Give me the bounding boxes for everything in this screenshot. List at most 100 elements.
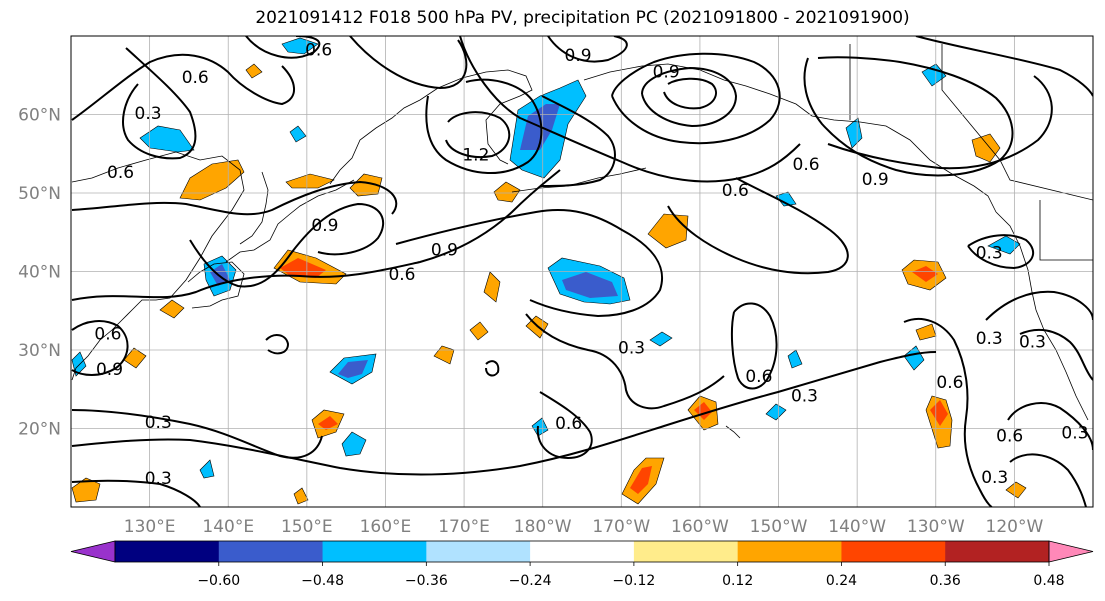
pv-contour — [122, 47, 197, 160]
precip-area — [531, 417, 549, 437]
map-frame — [70, 35, 1094, 508]
hawaii-islands — [725, 425, 741, 439]
pv-contour — [245, 36, 321, 59]
contour-label: 0.6 — [388, 265, 415, 285]
contour-label: 0.3 — [1061, 423, 1088, 443]
north-america-west-coastline — [995, 211, 1089, 421]
lon-tick-label: 150°E — [281, 517, 333, 537]
colorbar: −0.60 −0.48 −0.36 −0.24 −0.12 0.12 0.24 0.36 0.4… — [70, 540, 1094, 589]
contour-label: 0.3 — [976, 244, 1003, 264]
contour-label: 0.3 — [981, 468, 1008, 488]
contour-label: 0.6 — [745, 367, 772, 387]
contour-label: 0.6 — [305, 40, 332, 60]
lon-tick-label: 130°E — [124, 517, 176, 537]
precip-area — [289, 125, 307, 143]
pv-contour — [525, 313, 725, 410]
contour-label: 0.3 — [1019, 332, 1046, 352]
pv-contour — [71, 409, 323, 459]
precip-area — [493, 181, 521, 203]
lon-tick-label: 180°W — [514, 517, 572, 537]
precip-area — [630, 466, 652, 494]
precip-area — [338, 360, 368, 378]
pv-contour — [539, 95, 616, 187]
colorbar-segment — [737, 541, 842, 562]
contour-label: 0.9 — [96, 360, 123, 380]
precip-area — [293, 487, 309, 505]
contour-label: 0.6 — [94, 325, 121, 345]
colorbar-tick-label: −0.24 — [509, 573, 552, 589]
precip-area — [159, 299, 185, 319]
colorbar-segment — [841, 541, 946, 562]
colorbar-tick-label: −0.60 — [197, 573, 240, 589]
pv-contour — [611, 52, 781, 145]
contour-label: 0.9 — [431, 241, 458, 261]
colorbar-tick-label: 0.36 — [930, 573, 961, 589]
map-panel: 0.6 0.9 0.6 0.3 0.9 1.2 0.6 0.6 0.9 0.6 0.9 0.9 0.6 0… — [71, 36, 1093, 507]
contour-label: 0.9 — [653, 62, 680, 82]
precip-area — [787, 349, 803, 369]
pv-contour — [425, 78, 543, 174]
contour-label: 0.3 — [135, 104, 162, 124]
lon-tick-label: 170°W — [592, 517, 650, 537]
lon-tick-label: 120°W — [986, 517, 1044, 537]
colorbar-tick-label: 0.24 — [826, 573, 857, 589]
gridlines — [71, 36, 1093, 507]
pv-contour — [730, 302, 778, 390]
aleutian-islands — [511, 167, 647, 193]
pv-contour — [71, 320, 129, 376]
pv-contour — [71, 351, 937, 476]
lon-tick-label: 160°W — [671, 517, 729, 537]
precip-area — [71, 477, 101, 503]
precip-area — [483, 271, 501, 303]
precip-area — [199, 459, 215, 479]
lat-tick-label: 40°N — [18, 263, 61, 283]
pv-contour — [827, 75, 1053, 170]
pv-contour — [265, 334, 290, 355]
colorbar-tick-label: 0.48 — [1033, 573, 1064, 589]
colorbar-tick-label: −0.12 — [612, 573, 655, 589]
pv-contour — [1009, 453, 1087, 507]
pv-contour — [915, 36, 1093, 97]
pv-contour — [1019, 328, 1093, 381]
contour-label: 0.6 — [936, 373, 963, 393]
pv-contour — [189, 202, 385, 288]
contour-label: 0.3 — [791, 387, 818, 407]
pv-contours — [71, 36, 1093, 507]
colorbar-segment — [322, 541, 427, 562]
precip-area — [930, 400, 948, 426]
precip-area — [285, 173, 335, 189]
contour-label: 0.6 — [722, 181, 749, 201]
pv-contour — [663, 77, 717, 110]
precip-area — [562, 272, 618, 298]
pv-contour — [459, 36, 801, 183]
japan-coastline — [187, 261, 245, 309]
lon-tick-label: 130°W — [907, 517, 965, 537]
pv-contour — [985, 290, 1093, 321]
lat-tick-label: 60°N — [18, 106, 61, 126]
colorbar-segment — [426, 541, 531, 562]
contour-label: 0.9 — [311, 216, 338, 236]
precip-area — [971, 133, 1001, 163]
colorbar-extend-min — [70, 540, 116, 563]
lat-tick-label: 30°N — [18, 341, 61, 361]
precip-area — [318, 416, 338, 430]
colorbar-segment — [115, 541, 220, 562]
lon-tick-label: 140°W — [828, 517, 886, 537]
precip-area — [694, 402, 712, 420]
precip-area — [649, 331, 673, 347]
contour-label: 0.3 — [976, 329, 1003, 349]
pv-contour — [71, 180, 398, 216]
contour-label: 0.3 — [145, 413, 172, 433]
lon-tick-label: 150°W — [750, 517, 808, 537]
colorbar-segment — [633, 541, 739, 562]
precip-area — [245, 63, 263, 79]
contour-label: 0.3 — [618, 339, 645, 359]
precip-area — [765, 403, 787, 421]
precip-area — [912, 266, 938, 282]
pv-contour — [547, 36, 628, 63]
contour-label: 0.6 — [107, 163, 134, 183]
contour-label: 1.2 — [462, 146, 489, 166]
lon-tick-label: 160°E — [360, 517, 412, 537]
pv-contour — [667, 177, 849, 275]
